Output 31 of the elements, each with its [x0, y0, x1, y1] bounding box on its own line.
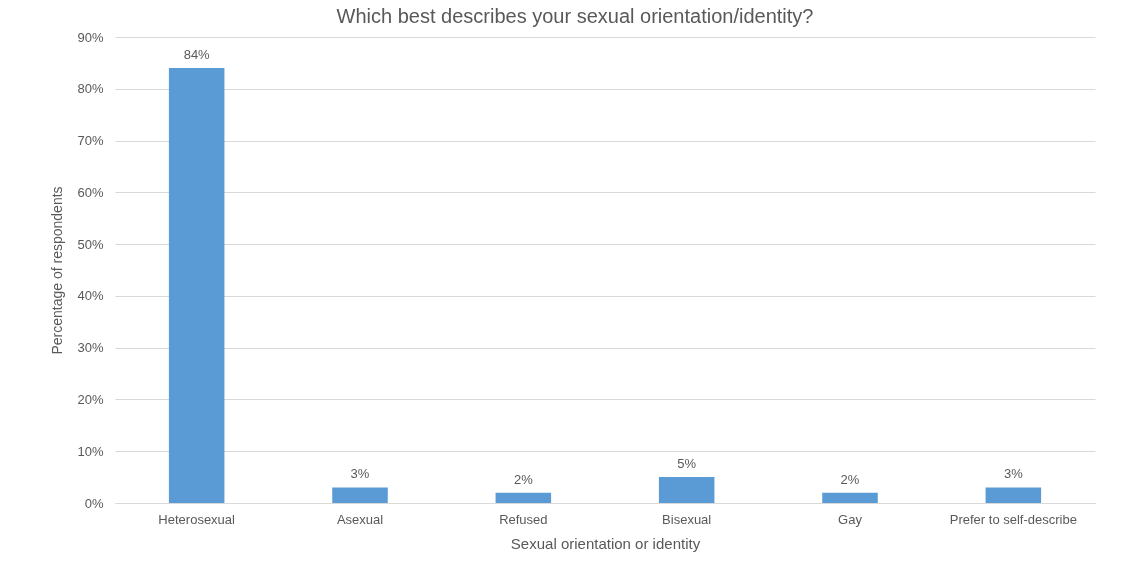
y-tick-label: 90% — [77, 29, 104, 45]
bar — [168, 68, 225, 503]
data-label: 2% — [513, 471, 534, 487]
y-tick-label: 80% — [77, 81, 104, 97]
x-tick-label: Prefer to self-describe — [949, 511, 1077, 527]
data-label: 2% — [840, 471, 860, 487]
bar — [985, 487, 1042, 503]
bar — [822, 492, 878, 503]
y-tick-label: 40% — [77, 288, 104, 304]
bar — [332, 487, 388, 503]
x-tick-label: Asexual — [336, 511, 384, 527]
y-tick-label: 70% — [77, 133, 104, 149]
data-label: 3% — [350, 466, 370, 482]
x-tick-label: Refused — [499, 511, 548, 527]
data-label: 5% — [677, 456, 697, 472]
bar — [658, 477, 715, 503]
data-label: 84% — [183, 47, 211, 63]
y-tick-label: 0% — [84, 495, 104, 511]
x-tick-label: Heterosexual — [158, 511, 236, 527]
bar — [495, 492, 552, 503]
x-tick-label: Gay — [838, 511, 863, 527]
y-tick-label: 10% — [77, 443, 104, 459]
y-tick-label: 20% — [77, 391, 104, 407]
y-tick-label: 60% — [77, 184, 104, 200]
chart-title: Which best describes your sexual orientation/identity? — [336, 5, 814, 27]
y-axis-title: Percentage of respondents — [49, 186, 66, 355]
y-tick-label: 50% — [77, 236, 104, 252]
x-tick-label: Bisexual — [662, 511, 712, 527]
x-axis-title: Sexual orientation or identity — [510, 534, 701, 552]
data-label: 3% — [1003, 466, 1024, 482]
y-tick-label: 30% — [77, 340, 104, 356]
